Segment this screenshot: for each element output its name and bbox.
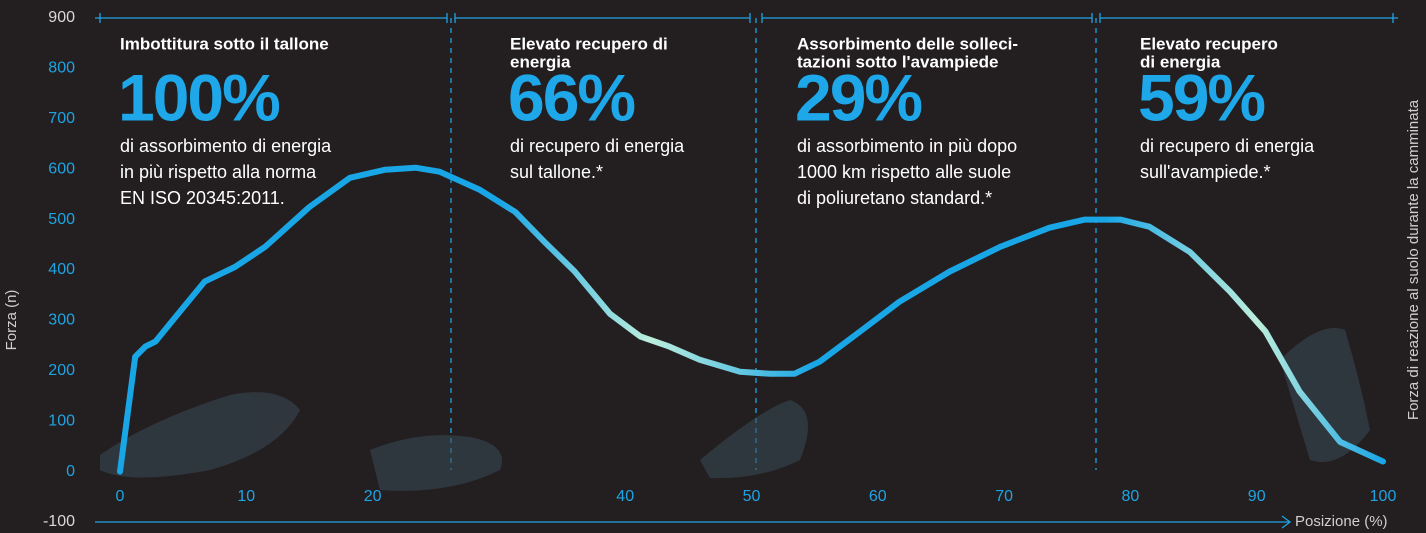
annotation-text: EN ISO 20345:2011. — [120, 188, 285, 208]
annotation-value: 29% — [795, 60, 921, 134]
y-tick-label: 800 — [48, 60, 75, 77]
y-tick-label: 400 — [48, 261, 75, 278]
annotation-text: 1000 km rispetto alle suole — [797, 162, 1011, 182]
x-tick-label: 10 — [237, 488, 255, 505]
y-tick-label: 500 — [48, 211, 75, 228]
y-tick-label: 600 — [48, 160, 75, 177]
y-tick-label: 900 — [48, 9, 75, 26]
x-tick-label: 80 — [1122, 488, 1140, 505]
x-tick-label: 70 — [995, 488, 1013, 505]
annotation-value: 66% — [508, 60, 634, 134]
annotation-heading: energia — [510, 52, 571, 71]
x-tick-label: 90 — [1248, 488, 1266, 505]
annotation-heading: di energia — [1140, 52, 1221, 71]
y-tick-label: 300 — [48, 312, 75, 329]
y-tick-label: 700 — [48, 110, 75, 127]
x-tick-label: 50 — [743, 488, 761, 505]
x-tick-label: 40 — [616, 488, 634, 505]
x-tick-label: 60 — [869, 488, 887, 505]
y-tick-label: -100 — [43, 513, 75, 530]
annotation-text: sul tallone.* — [510, 162, 603, 182]
y-tick-label: 0 — [66, 463, 75, 480]
y-axis-title: Forza (n) — [3, 290, 20, 351]
annotation-heading: tazioni sotto l'avampiede — [797, 52, 998, 71]
annotation-heading: Assorbimento delle solleci- — [797, 34, 1018, 53]
annotation-text: di assorbimento in più dopo — [797, 136, 1017, 156]
annotation-text: di poliuretano standard.* — [797, 188, 992, 208]
force-line — [117, 164, 1386, 475]
y-tick-label: 100 — [48, 412, 75, 429]
annotation-value: 59% — [1138, 60, 1264, 134]
annotation-heading: Elevato recupero di — [510, 34, 668, 53]
annotation-text: di recupero di energia — [510, 136, 685, 156]
x-tick-label: 20 — [364, 488, 382, 505]
annotation-heading: Elevato recupero — [1140, 34, 1278, 53]
y2-axis-title: Forza di reazione al suolo durante la ca… — [1405, 99, 1422, 420]
annotation-text: sull'avampiede.* — [1140, 162, 1271, 182]
x-tick-label: 0 — [116, 488, 125, 505]
x-tick-label: 100 — [1370, 488, 1397, 505]
annotation-value: 100% — [118, 60, 279, 134]
x-axis-title: Posizione (%) — [1295, 513, 1388, 530]
annotation-text: di recupero di energia — [1140, 136, 1315, 156]
section-guides — [95, 13, 1398, 529]
shoe-decoration — [100, 328, 1370, 491]
annotation-text: di assorbimento di energia — [120, 136, 332, 156]
y-tick-label: 200 — [48, 362, 75, 379]
annotation-heading: Imbottitura sotto il tallone — [120, 34, 329, 53]
annotation-text: in più rispetto alla norma — [120, 162, 317, 182]
